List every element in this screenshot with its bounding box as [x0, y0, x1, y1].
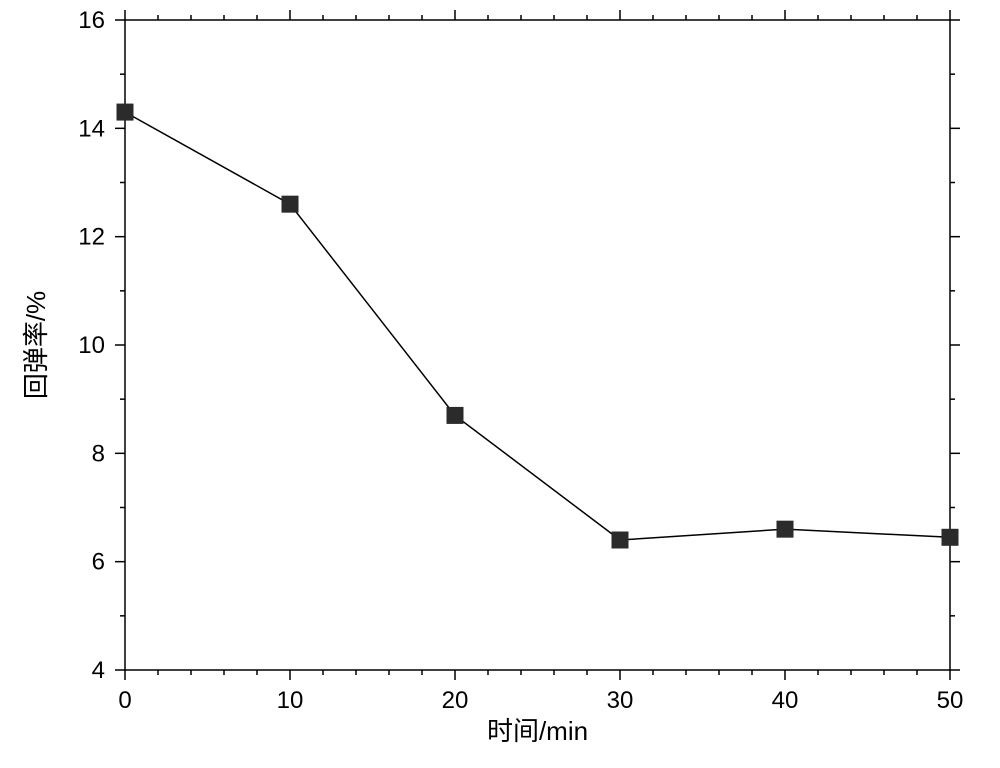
y-tick-label: 14: [78, 115, 105, 142]
x-tick-label: 0: [118, 687, 131, 714]
data-point: [612, 532, 628, 548]
x-tick-label: 20: [442, 687, 469, 714]
chart-container: 0 10 20 30 40 50 4 6 8 10 12 14 16 时间/min 回弹率/%: [0, 0, 1000, 768]
data-point: [282, 196, 298, 212]
data-point: [777, 521, 793, 537]
x-axis-title: 时间/min: [487, 716, 588, 746]
plot-border: [125, 20, 950, 670]
line-chart: 0 10 20 30 40 50 4 6 8 10 12 14 16 时间/min 回弹率/%: [0, 0, 1000, 768]
x-tick-label: 40: [772, 687, 799, 714]
series-line: [125, 112, 950, 540]
x-tick-label: 30: [607, 687, 634, 714]
y-axis-title: 回弹率/%: [21, 291, 51, 399]
data-point: [942, 529, 958, 545]
y-tick-label: 12: [78, 224, 105, 251]
y-tick-label: 8: [92, 440, 105, 467]
data-point: [447, 407, 463, 423]
y-tick-label: 4: [92, 657, 105, 684]
x-tick-label: 50: [937, 687, 964, 714]
y-tick-label: 6: [92, 549, 105, 576]
x-tick-label: 10: [277, 687, 304, 714]
y-tick-label: 16: [78, 7, 105, 34]
data-point: [117, 104, 133, 120]
y-tick-label: 10: [78, 332, 105, 359]
